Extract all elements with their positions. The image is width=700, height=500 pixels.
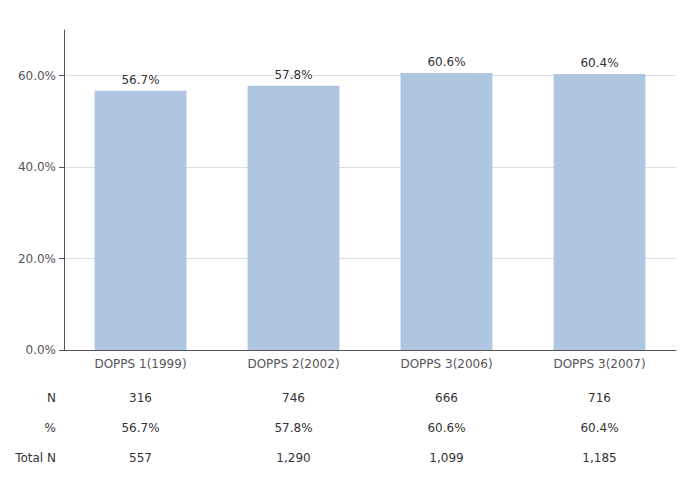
svg-text:716: 716: [588, 391, 611, 405]
svg-text:56.7%: 56.7%: [121, 73, 159, 87]
svg-text:666: 666: [435, 391, 458, 405]
svg-text:60.6%: 60.6%: [427, 421, 465, 435]
svg-text:1,185: 1,185: [582, 451, 616, 465]
svg-text:57.8%: 57.8%: [274, 68, 312, 82]
svg-text:57.8%: 57.8%: [274, 421, 312, 435]
svg-text:60.4%: 60.4%: [580, 56, 618, 70]
svg-text:557: 557: [129, 451, 152, 465]
svg-text:DOPPS 3(2007): DOPPS 3(2007): [553, 357, 645, 371]
svg-text:DOPPS 2(2002): DOPPS 2(2002): [247, 357, 339, 371]
svg-text:1,099: 1,099: [429, 451, 463, 465]
svg-text:60.6%: 60.6%: [427, 55, 465, 69]
svg-text:60.4%: 60.4%: [580, 421, 618, 435]
svg-text:316: 316: [129, 391, 152, 405]
svg-text:DOPPS 3(2006): DOPPS 3(2006): [400, 357, 492, 371]
svg-text:746: 746: [282, 391, 305, 405]
svg-text:1,290: 1,290: [276, 451, 310, 465]
svg-text:N: N: [47, 391, 56, 405]
svg-text:56.7%: 56.7%: [121, 421, 159, 435]
svg-text:%: %: [45, 421, 56, 435]
svg-text:60.0%: 60.0%: [18, 69, 56, 83]
svg-text:DOPPS 1(1999): DOPPS 1(1999): [94, 357, 186, 371]
svg-text:20.0%: 20.0%: [18, 252, 56, 266]
svg-text:40.0%: 40.0%: [18, 160, 56, 174]
svg-text:0.0%: 0.0%: [26, 343, 57, 357]
svg-text:Total N: Total N: [14, 451, 56, 465]
